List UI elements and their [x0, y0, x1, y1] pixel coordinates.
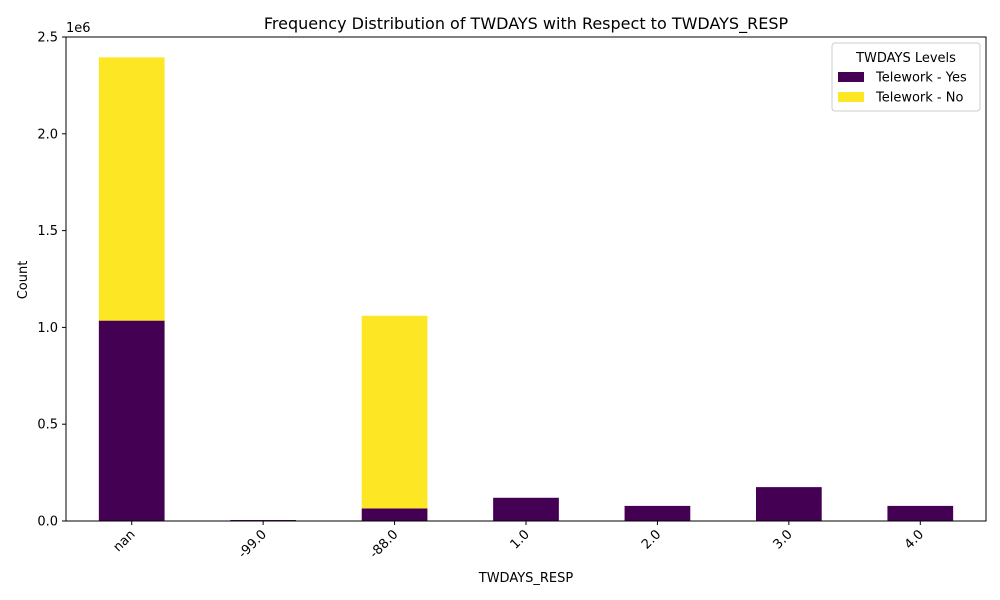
legend: TWDAYS Levels Telework - Yes Telework - N…	[831, 42, 981, 112]
y-tick-label: 0.5	[37, 418, 58, 433]
x-axis-label: TWDAYS_RESP	[478, 571, 574, 586]
y-offset-label: 1e6	[66, 21, 91, 36]
x-tick-label: 1.0	[508, 527, 533, 552]
y-tick-label: 2.0	[37, 127, 58, 142]
bar-yes-3	[493, 497, 559, 521]
bar-yes-0	[98, 320, 165, 521]
legend-title: TWDAYS Levels	[855, 51, 956, 66]
y-axis: 0.0 0.5 1.0 1.5 2.0 2.5	[37, 31, 66, 530]
x-tick-label: -88.0	[367, 527, 401, 561]
y-axis-label: Count	[16, 261, 31, 300]
x-tick-label: -99.0	[236, 527, 270, 561]
chart-title: Frequency Distribution of TWDAYS with Re…	[264, 14, 789, 34]
y-tick-label: 0.0	[37, 515, 58, 530]
legend-label: Telework - No	[875, 91, 963, 106]
plot-area	[98, 57, 954, 521]
x-tick-label: 4.0	[902, 527, 927, 552]
y-tick-label: 1.5	[37, 224, 58, 239]
x-tick-label: 2.0	[639, 527, 664, 552]
bar-no-0	[98, 57, 165, 321]
legend-swatch	[838, 72, 864, 82]
x-axis: nan -99.0 -88.0 1.0 2.0 3.0 4.0	[111, 521, 927, 562]
x-tick-label: nan	[111, 527, 139, 555]
bar-yes-5	[756, 487, 822, 521]
legend-swatch	[838, 92, 864, 102]
bar-yes-6	[887, 505, 954, 521]
y-tick-label: 2.5	[37, 31, 58, 46]
legend-box	[831, 42, 981, 112]
bar-no-2	[361, 315, 428, 509]
legend-label: Telework - Yes	[875, 71, 967, 86]
bar-yes-2	[361, 508, 428, 521]
x-tick-label: 3.0	[770, 527, 795, 552]
y-tick-label: 1.0	[37, 321, 58, 336]
bar-yes-4	[624, 505, 691, 521]
